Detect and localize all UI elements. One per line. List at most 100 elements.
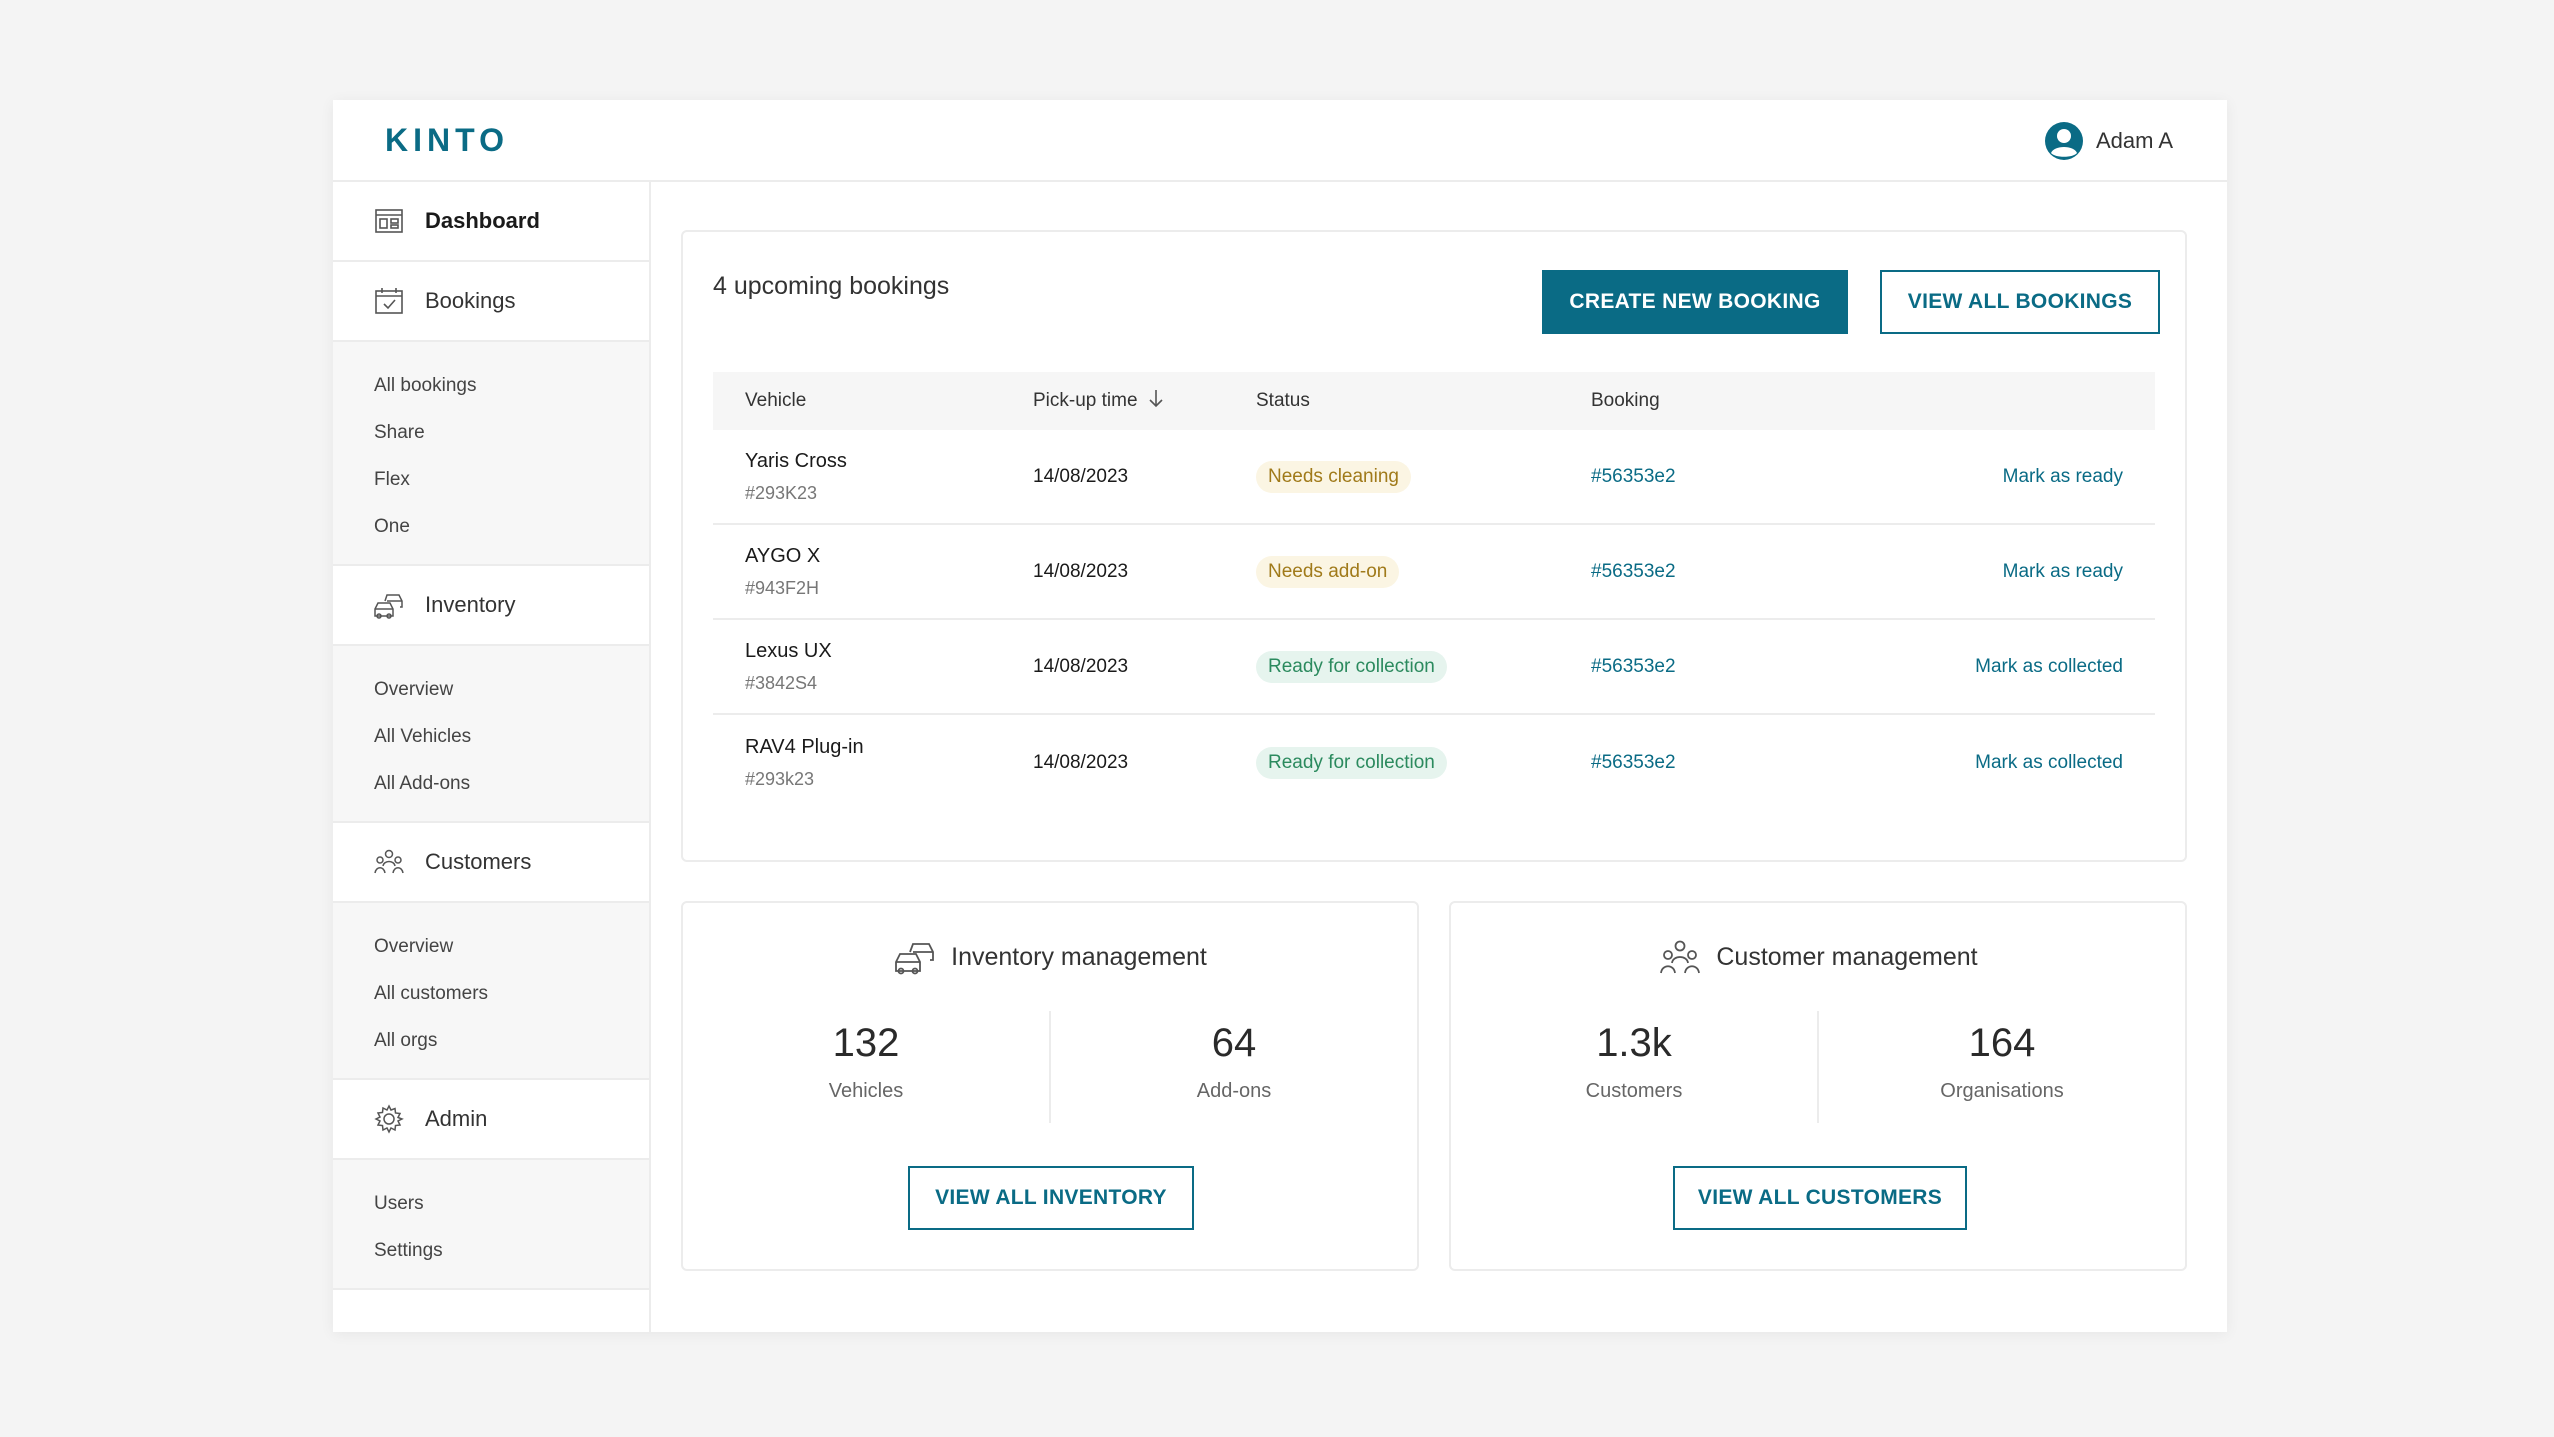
booking-id-link[interactable]: #56353e2 — [1591, 560, 1676, 582]
table-row: AYGO X #943F2H 14/08/2023 Needs add-on #… — [713, 525, 2155, 620]
stat-organisations: 164 Organisations — [1819, 1011, 2185, 1123]
vehicle-name: Lexus UX — [745, 639, 832, 662]
pickup-time: 14/08/2023 — [1033, 465, 1129, 487]
gear-icon — [373, 1103, 405, 1135]
bookings-submenu: All bookings Share Flex One — [333, 342, 649, 566]
stat-vehicles: 132 Vehicles — [683, 1011, 1051, 1123]
inventory-submenu: Overview All Vehicles All Add-ons — [333, 646, 649, 823]
card-header: Customer management — [1451, 937, 2185, 977]
view-all-inventory-button[interactable]: VIEW ALL INVENTORY — [908, 1166, 1194, 1230]
pickup-time: 14/08/2023 — [1033, 751, 1129, 773]
stat-customers: 1.3k Customers — [1451, 1011, 1819, 1123]
table-row: Lexus UX #3842S4 14/08/2023 Ready for co… — [713, 620, 2155, 715]
booking-cell: #56353e2 — [1591, 656, 1891, 678]
sidebar-subitem-share[interactable]: Share — [374, 422, 425, 443]
booking-id-link[interactable]: #56353e2 — [1591, 751, 1676, 773]
user-avatar-icon[interactable] — [2044, 121, 2084, 161]
table-header: Vehicle Pick-up time Status Booking — [713, 372, 2155, 430]
table-row: RAV4 Plug-in #293k23 14/08/2023 Ready fo… — [713, 715, 2155, 810]
sidebar-subitem-inventory-overview[interactable]: Overview — [374, 679, 454, 700]
customers-submenu: Overview All customers All orgs — [333, 903, 649, 1080]
vehicle-cell: Yaris Cross #293K23 — [713, 450, 1033, 504]
sidebar-subitem-one[interactable]: One — [374, 516, 410, 537]
top-bar: KINTO Adam A — [333, 100, 2227, 182]
card-title: Inventory management — [951, 942, 1207, 971]
status-badge: Needs cleaning — [1256, 460, 1411, 493]
sidebar-item-bookings[interactable]: Bookings — [333, 262, 649, 342]
mark-as-collected-link[interactable]: Mark as collected — [1975, 751, 2123, 773]
customer-management-card: Customer management 1.3k Customers 164 O… — [1449, 901, 2187, 1271]
status-cell: Needs add-on — [1256, 555, 1591, 588]
pickup-time: 14/08/2023 — [1033, 560, 1129, 582]
stat-add-ons: 64 Add-ons — [1051, 1011, 1417, 1123]
status-badge: Ready for collection — [1256, 746, 1447, 779]
booking-id-link[interactable]: #56353e2 — [1591, 655, 1676, 677]
user-menu[interactable]: Adam A — [2044, 120, 2173, 162]
action-cell: Mark as collected — [1891, 752, 2155, 774]
sidebar-item-inventory[interactable]: Inventory — [333, 566, 649, 646]
sidebar-item-dashboard[interactable]: Dashboard — [333, 182, 649, 262]
bookings-table: Vehicle Pick-up time Status Booking — [713, 372, 2155, 810]
sidebar-item-label: Bookings — [425, 288, 516, 313]
booking-cell: #56353e2 — [1591, 752, 1891, 774]
action-cell: Mark as ready — [1891, 466, 2155, 488]
kinto-logo[interactable]: KINTO — [385, 122, 509, 158]
sidebar-item-customers[interactable]: Customers — [333, 823, 649, 903]
stat-label: Add-ons — [1196, 1080, 1272, 1102]
status-cell: Needs cleaning — [1256, 460, 1591, 493]
arrow-down-icon[interactable] — [1148, 388, 1164, 414]
dashboard-icon — [373, 205, 405, 237]
sidebar-item-label: Inventory — [425, 592, 516, 617]
calendar-icon — [373, 285, 405, 317]
inventory-stats: 132 Vehicles 64 Add-ons — [683, 1011, 1417, 1123]
action-cell: Mark as collected — [1891, 656, 2155, 678]
booking-id-link[interactable]: #56353e2 — [1591, 465, 1676, 487]
sidebar-item-label: Customers — [425, 849, 532, 874]
app-window: KINTO Adam A Dashboard — [333, 100, 2227, 1332]
vehicle-plate: #293K23 — [745, 482, 818, 503]
sidebar-subitem-flex[interactable]: Flex — [374, 469, 410, 490]
sidebar-item-label: Dashboard — [425, 208, 540, 233]
column-header-vehicle[interactable]: Vehicle — [745, 390, 807, 411]
vehicle-cell: AYGO X #943F2H — [713, 545, 1033, 599]
action-cell: Mark as ready — [1891, 561, 2155, 583]
user-name[interactable]: Adam A — [2095, 128, 2173, 153]
sidebar-subitem-all-bookings[interactable]: All bookings — [374, 375, 477, 396]
view-all-customers-button[interactable]: VIEW ALL CUSTOMERS — [1673, 1166, 1967, 1230]
vehicle-plate: #3842S4 — [745, 672, 818, 693]
sidebar-subitem-settings[interactable]: Settings — [374, 1240, 443, 1261]
stat-value: 164 — [1968, 1021, 2036, 1065]
stat-label: Organisations — [1940, 1080, 2064, 1102]
mark-as-collected-link[interactable]: Mark as collected — [1975, 655, 2123, 677]
stat-label: Vehicles — [828, 1080, 904, 1102]
sidebar-subitem-all-add-ons[interactable]: All Add-ons — [374, 773, 471, 794]
sidebar-subitem-all-vehicles[interactable]: All Vehicles — [374, 726, 472, 747]
inventory-management-card: Inventory management 132 Vehicles 64 Add… — [681, 901, 1419, 1271]
column-header-status[interactable]: Status — [1256, 390, 1310, 411]
mark-as-ready-link[interactable]: Mark as ready — [2002, 465, 2123, 487]
status-badge: Ready for collection — [1256, 650, 1447, 683]
booking-cell: #56353e2 — [1591, 561, 1891, 583]
column-header-booking[interactable]: Booking — [1591, 390, 1660, 411]
stat-value: 132 — [832, 1021, 900, 1065]
sidebar: Dashboard Bookings All bookings Share Fl… — [333, 182, 651, 1332]
sidebar-item-admin[interactable]: Admin — [333, 1080, 649, 1160]
stat-label: Customers — [1585, 1080, 1683, 1102]
sidebar-subitem-all-orgs[interactable]: All orgs — [374, 1030, 438, 1051]
column-header-pickup-time[interactable]: Pick-up time — [1033, 388, 1256, 414]
mark-as-ready-link[interactable]: Mark as ready — [2002, 560, 2123, 582]
status-cell: Ready for collection — [1256, 746, 1591, 779]
stat-value: 64 — [1211, 1021, 1257, 1065]
create-new-booking-button[interactable]: CREATE NEW BOOKING — [1542, 270, 1848, 334]
sidebar-subitem-all-customers[interactable]: All customers — [374, 983, 489, 1004]
pickup-time: 14/08/2023 — [1033, 655, 1129, 677]
customer-stats: 1.3k Customers 164 Organisations — [1451, 1011, 2185, 1123]
admin-submenu: Users Settings — [333, 1160, 649, 1290]
upcoming-bookings-card: 4 upcoming bookings CREATE NEW BOOKING V… — [681, 230, 2187, 862]
card-title: Customer management — [1716, 942, 1978, 971]
main-content: 4 upcoming bookings CREATE NEW BOOKING V… — [651, 182, 2227, 1332]
sidebar-subitem-customers-overview[interactable]: Overview — [374, 936, 454, 957]
sidebar-subitem-users[interactable]: Users — [374, 1193, 424, 1214]
view-all-bookings-button[interactable]: VIEW ALL BOOKINGS — [1880, 270, 2160, 334]
people-icon — [373, 846, 405, 878]
